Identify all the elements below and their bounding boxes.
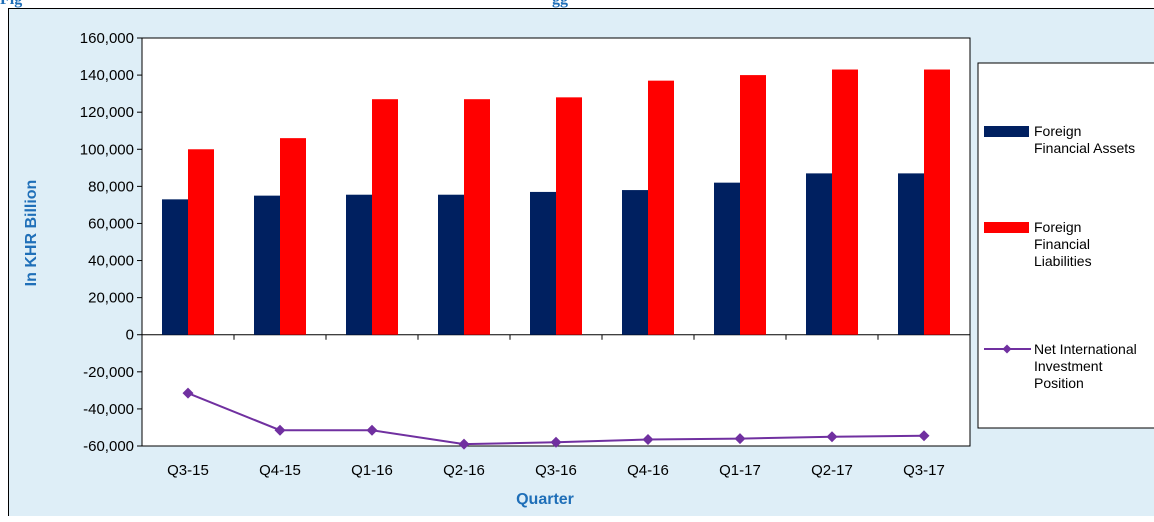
x-tick-label: Q4-16 xyxy=(627,462,669,479)
legend-label-2: Net International xyxy=(1034,341,1137,357)
x-axis-title: Quarter xyxy=(516,491,574,508)
bar-liabilities xyxy=(280,138,306,335)
y-tick-label: 40,000 xyxy=(88,253,134,270)
x-tick-label: Q3-16 xyxy=(535,462,577,479)
figure-title-start: Fig xyxy=(0,0,22,8)
bar-liabilities xyxy=(648,80,674,335)
legend-label-1: Liabilities xyxy=(1034,253,1092,269)
y-tick-label: 100,000 xyxy=(80,141,134,158)
y-tick-label: -20,000 xyxy=(83,364,134,381)
bar-assets xyxy=(806,173,832,335)
niip-point xyxy=(642,434,654,446)
legend-label-1: Financial xyxy=(1034,236,1090,252)
x-tick-label: Q4-15 xyxy=(259,462,301,479)
y-tick-label: -40,000 xyxy=(83,401,134,418)
y-tick-label: 80,000 xyxy=(88,178,134,195)
bar-assets xyxy=(622,190,648,335)
y-axis-title: In KHR Billion xyxy=(23,180,40,287)
figure-title-fragment: Fig gg xyxy=(0,0,1154,9)
legend-label-2: Investment xyxy=(1034,358,1103,374)
chart-area: 160,000 140,000 120,000 100,000 80,000 60,000… xyxy=(8,8,1154,516)
bar-assets xyxy=(346,194,372,335)
legend-swatch-1 xyxy=(984,222,1029,233)
x-tick-label: Q3-15 xyxy=(167,462,209,479)
x-tick-label: Q1-17 xyxy=(719,462,761,479)
niip-point xyxy=(734,433,746,445)
figure-title-end: gg xyxy=(552,0,568,9)
niip-point xyxy=(826,431,838,443)
bar-assets xyxy=(162,199,188,335)
legend-marker-2 xyxy=(1002,344,1012,354)
bar-liabilities xyxy=(832,69,858,335)
niip-point xyxy=(918,430,930,442)
niip-point xyxy=(182,387,194,399)
legend-label-2: Position xyxy=(1034,375,1084,391)
bar-liabilities xyxy=(556,97,582,335)
x-tick-label: Q2-17 xyxy=(811,462,853,479)
y-tick-label: 160,000 xyxy=(80,30,134,47)
y-tick-label: 140,000 xyxy=(80,67,134,84)
bar-assets xyxy=(254,195,280,335)
bar-liabilities xyxy=(188,149,214,335)
legend-label-0: Foreign xyxy=(1034,123,1081,139)
x-tick-label: Q1-16 xyxy=(351,462,393,479)
bar-assets xyxy=(530,191,556,335)
legend-label-1: Foreign xyxy=(1034,219,1081,235)
niip-point xyxy=(274,424,286,436)
bar-liabilities xyxy=(372,99,398,335)
bar-liabilities xyxy=(464,99,490,335)
bar-assets xyxy=(898,173,924,335)
y-tick-label: -60,000 xyxy=(83,438,134,455)
legend-swatch-0 xyxy=(984,126,1029,137)
x-tick-label: Q3-17 xyxy=(903,462,945,479)
y-tick-label: 0 xyxy=(126,327,134,344)
legend-box xyxy=(977,62,1154,429)
bar-assets xyxy=(438,194,464,335)
y-tick-label: 20,000 xyxy=(88,290,134,307)
legend-label-0: Financial Assets xyxy=(1034,140,1135,156)
bar-liabilities xyxy=(924,69,950,335)
bar-liabilities xyxy=(740,75,766,335)
y-tick-label: 60,000 xyxy=(88,215,134,232)
plot-layer: 160,000 140,000 120,000 100,000 80,000 60,000… xyxy=(80,30,970,479)
niip-point xyxy=(366,424,378,436)
chart-svg: 160,000 140,000 120,000 100,000 80,000 60,000… xyxy=(23,30,1154,508)
bar-assets xyxy=(714,182,740,335)
y-tick-label: 120,000 xyxy=(80,104,134,121)
x-tick-label: Q2-16 xyxy=(443,462,485,479)
niip-point xyxy=(550,436,562,448)
niip-point xyxy=(458,438,470,450)
